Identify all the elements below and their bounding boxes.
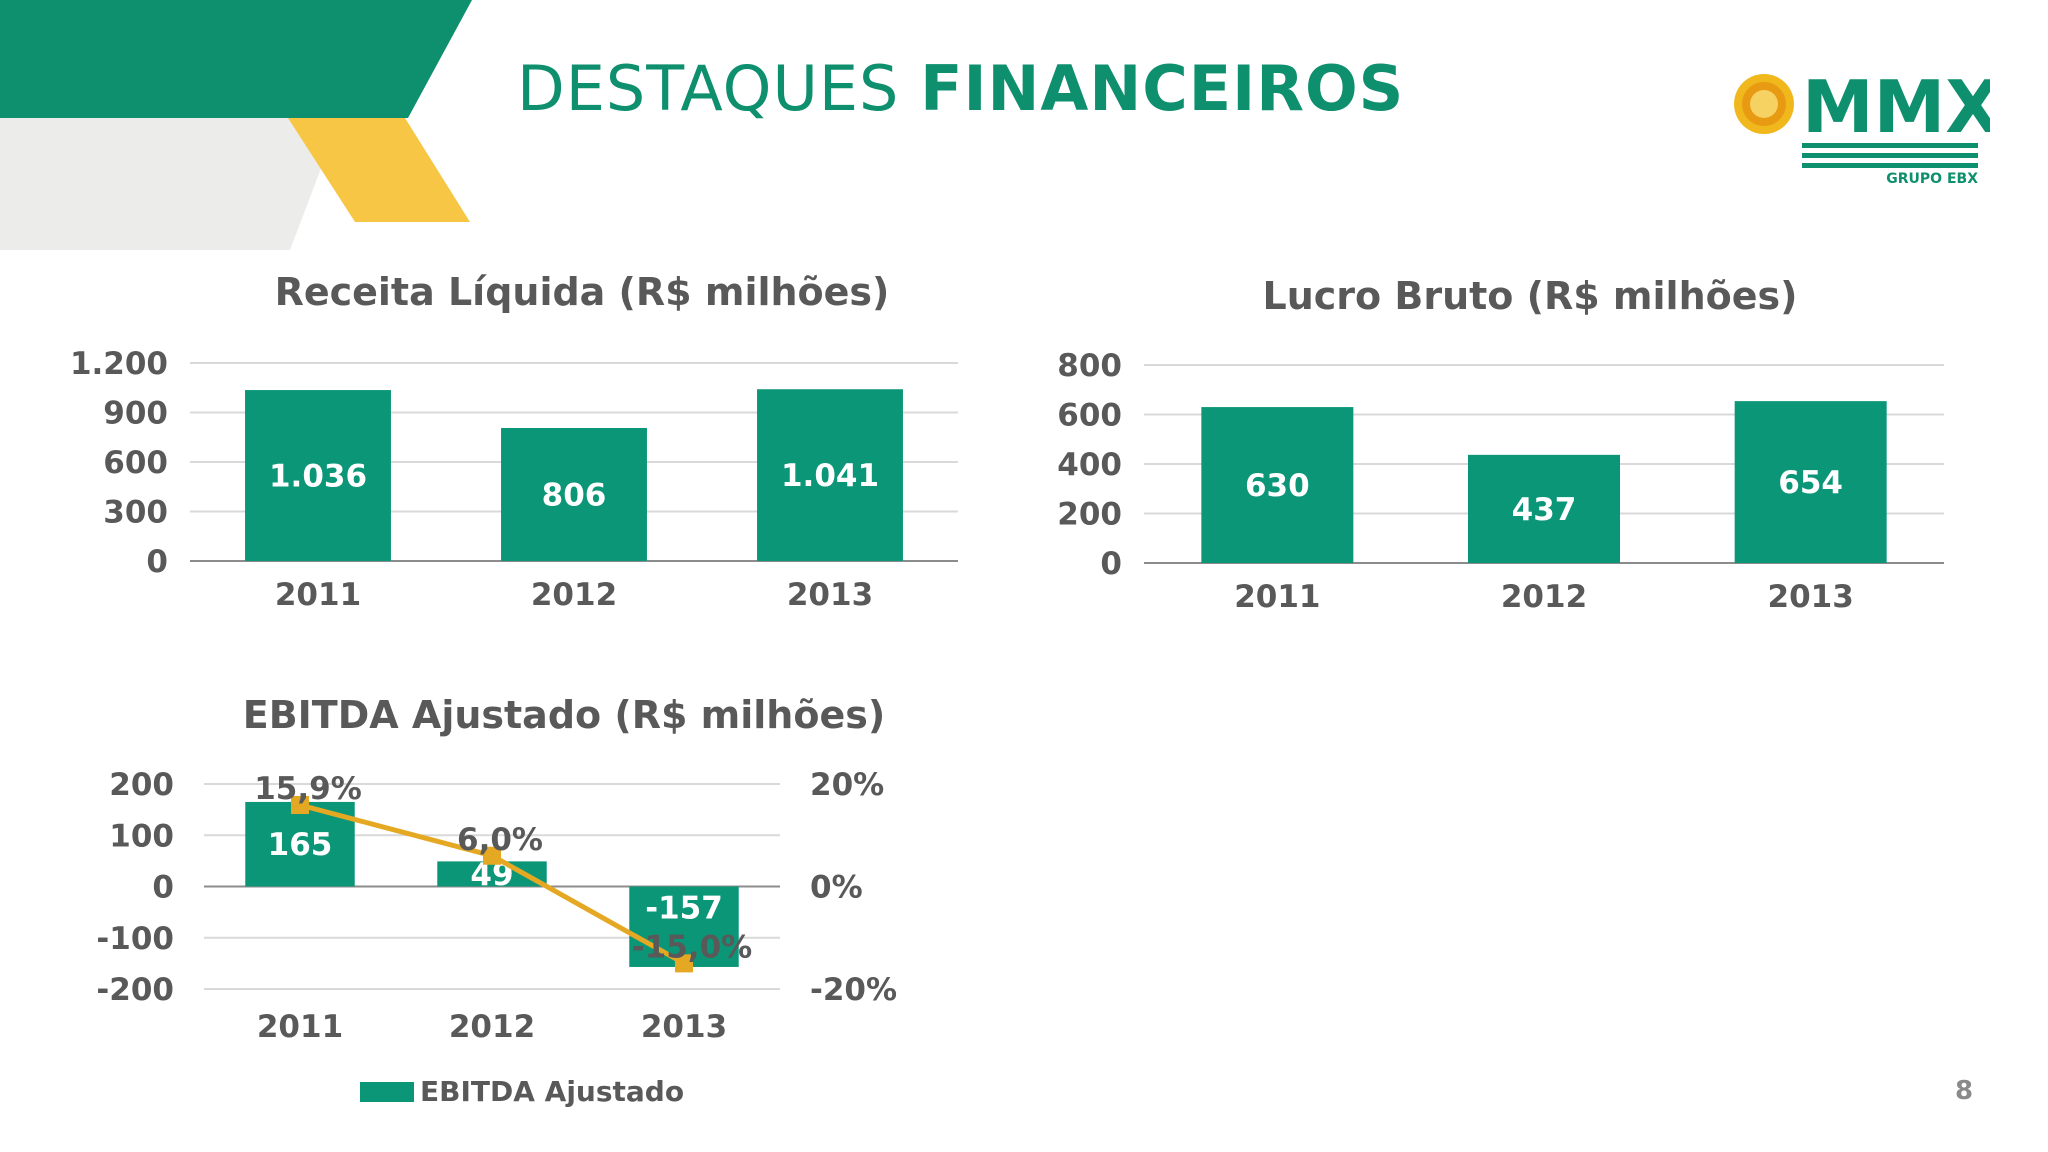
line-data-label: 6,0% (457, 822, 543, 858)
bar-2013 (1734, 401, 1887, 563)
mmx-logo: MMX GRUPO EBX (1734, 65, 1990, 187)
sun-icon (1734, 74, 1794, 134)
logo-subtext: GRUPO EBX (1886, 171, 1978, 187)
y-tick-label: 400 (1057, 447, 1122, 483)
data-label-2013: -157 (645, 891, 723, 927)
legend-swatch (360, 1082, 414, 1102)
data-label-2011: 1.036 (269, 459, 367, 495)
x-tick-label: 2011 (1234, 579, 1320, 615)
page-number: 8 (1955, 1076, 1974, 1106)
chart-title: Receita Líquida (R$ milhões) (275, 270, 890, 314)
x-tick-label: 2013 (641, 1009, 727, 1045)
y2-tick-label: 20% (810, 767, 884, 803)
data-label-2011: 630 (1245, 468, 1310, 504)
chart-receita-liquida: Receita Líquida (R$ milhões) 0 300 600 900 1.… (70, 270, 958, 613)
x-tick-label: 2012 (1501, 579, 1587, 615)
chart-title: Lucro Bruto (R$ milhões) (1263, 274, 1798, 318)
x-tick-label: 2013 (787, 577, 873, 613)
x-tick-label: 2012 (449, 1009, 535, 1045)
y-tick-label: 900 (103, 396, 168, 432)
bar-2012 (1468, 454, 1620, 563)
y-tick-label: -100 (96, 921, 174, 957)
y2-tick-label: 0% (810, 870, 863, 906)
x-tick-label: 2012 (531, 577, 617, 613)
chart-lucro-bruto: Lucro Bruto (R$ milhões) 0 200 400 600 800 630… (1057, 274, 1944, 615)
bar-2011 (1201, 407, 1354, 563)
header-decoration (0, 0, 472, 250)
y-tick-label: 0 (146, 544, 168, 580)
data-label-2013: 654 (1778, 465, 1843, 501)
data-label-2013: 1.041 (781, 458, 879, 494)
y-tick-label: 300 (103, 495, 168, 531)
logo-text: MMX (1802, 65, 1990, 149)
bar-2013 (629, 886, 739, 967)
y-tick-label: 100 (109, 818, 174, 854)
title-bold: FINANCEIROS (920, 52, 1405, 125)
bar-2012 (501, 428, 647, 561)
bar-2013 (757, 389, 903, 561)
line-data-label: 15,9% (254, 771, 362, 807)
x-tick-label: 2011 (257, 1009, 343, 1045)
y2-tick-label: -20% (810, 972, 897, 1008)
page-title: DESTAQUES FINANCEIROS (517, 52, 1404, 125)
y-tick-label: 200 (1057, 497, 1122, 533)
bar-2011 (245, 390, 391, 561)
deco-yellow-shape (288, 118, 470, 222)
legend-label: EBITDA Ajustado (420, 1075, 684, 1108)
data-label-2012: 437 (1512, 492, 1577, 528)
data-label-2012: 806 (542, 478, 607, 514)
x-tick-label: 2013 (1768, 579, 1854, 615)
y-tick-label: 0 (152, 870, 174, 906)
deco-green-shape (0, 0, 472, 118)
y-tick-label: 800 (1057, 348, 1122, 384)
title-light: DESTAQUES (517, 52, 900, 125)
x-tick-label: 2011 (275, 577, 361, 613)
y-tick-label: -200 (96, 972, 174, 1008)
line-data-label: -15,0% (632, 929, 752, 965)
data-label-2011: 165 (268, 827, 333, 863)
y-tick-label: 0 (1100, 546, 1122, 582)
line-marker (291, 796, 309, 815)
line-marker (483, 846, 501, 865)
y-tick-label: 200 (109, 767, 174, 803)
line-marker (675, 954, 693, 973)
chart-title: EBITDA Ajustado (R$ milhões) (243, 693, 885, 737)
y-tick-label: 600 (1057, 398, 1122, 434)
y-tick-label: 600 (103, 445, 168, 481)
chart-ebitda-ajustado: EBITDA Ajustado (R$ milhões) -200 -100 0 100… (96, 693, 897, 1108)
y-tick-label: 1.200 (70, 346, 168, 382)
